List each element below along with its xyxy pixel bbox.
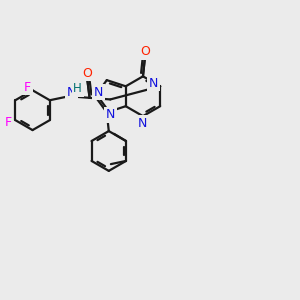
Text: F: F: [24, 81, 31, 94]
Text: N: N: [106, 108, 116, 121]
Text: H: H: [73, 82, 82, 95]
Text: N: N: [67, 86, 76, 99]
Text: F: F: [4, 116, 12, 129]
Text: N: N: [94, 86, 103, 99]
Text: O: O: [82, 67, 92, 80]
Text: O: O: [140, 45, 150, 58]
Text: N: N: [137, 117, 147, 130]
Text: N: N: [149, 76, 158, 90]
